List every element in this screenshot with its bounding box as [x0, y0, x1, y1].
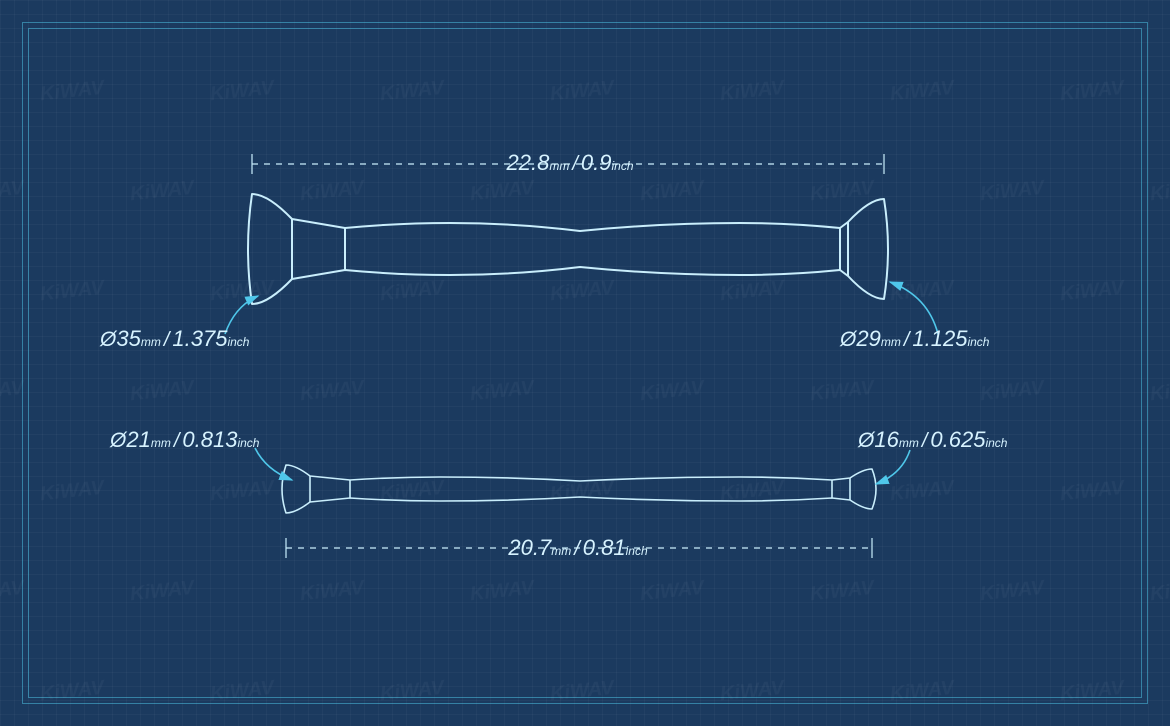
large-right-diameter-label: Ø29mm/1.125inch	[840, 326, 989, 352]
blueprint-art	[0, 0, 1170, 726]
small-right-diameter-label: Ø16mm/0.625inch	[858, 427, 1007, 453]
small-left-diameter-label: Ø21mm/0.813inch	[110, 427, 259, 453]
small-length-label: 20.7mm/0.81inch	[508, 535, 647, 561]
large-length-label: 22.8mm/0.9inch	[507, 150, 634, 176]
large-left-diameter-label: Ø35mm/1.375inch	[100, 326, 249, 352]
